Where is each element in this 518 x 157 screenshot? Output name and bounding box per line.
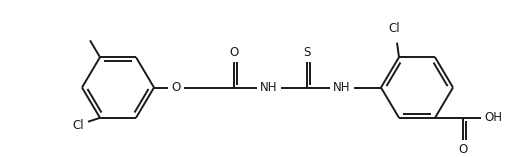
Text: NH: NH (333, 81, 351, 94)
Text: OH: OH (484, 111, 502, 124)
Text: O: O (458, 143, 468, 156)
Text: Cl: Cl (388, 22, 400, 35)
Text: O: O (229, 46, 239, 59)
Text: O: O (171, 81, 181, 94)
Text: S: S (304, 46, 311, 59)
Text: NH: NH (260, 81, 278, 94)
Text: Cl: Cl (72, 119, 84, 132)
